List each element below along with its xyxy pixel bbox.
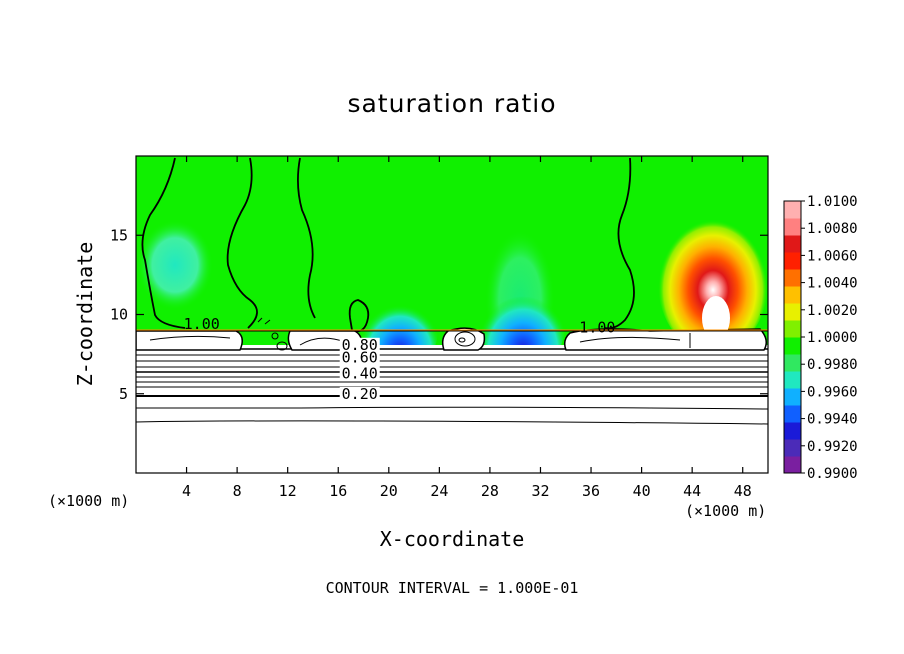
colorbar-label: 0.9940 bbox=[807, 412, 858, 428]
colorbar-segment bbox=[784, 371, 801, 389]
colorbar-segment bbox=[784, 303, 801, 321]
contour-label: 0.60 bbox=[342, 348, 378, 366]
y-tick-label: 5 bbox=[119, 385, 128, 403]
colorbar-segment bbox=[784, 218, 801, 236]
supersaturated-core bbox=[658, 213, 768, 353]
lower-layer bbox=[136, 345, 768, 473]
x-axis-unit-left: (×1000 m) bbox=[48, 492, 129, 510]
x-tick-label: 24 bbox=[430, 482, 448, 500]
colorbar-segment bbox=[784, 337, 801, 355]
subsaturated-region-left bbox=[137, 220, 213, 310]
x-axis-label: X-coordinate bbox=[380, 527, 525, 551]
x-tick-label: 16 bbox=[329, 482, 347, 500]
colorbar-label: 1.0080 bbox=[807, 221, 858, 237]
x-tick-label: 4 bbox=[182, 482, 191, 500]
contour-label-bg bbox=[339, 366, 380, 380]
y-tick-label: 10 bbox=[110, 306, 128, 324]
colorbar-segment bbox=[784, 252, 801, 270]
contour-label-bg bbox=[339, 386, 380, 400]
colorbar-segment bbox=[784, 354, 801, 372]
y-axis: 5 10 15 bbox=[110, 226, 768, 403]
colorbar-segment bbox=[784, 320, 801, 338]
colorbar-segment bbox=[784, 405, 801, 423]
colorbar-label: 0.9960 bbox=[807, 384, 858, 400]
colorbar-segment bbox=[784, 439, 801, 457]
colorbar-label: 0.9980 bbox=[807, 357, 858, 373]
y-tick-label: 15 bbox=[110, 226, 128, 244]
colorbar: 1.0100 1.0080 1.0060 1.0040 1.0020 1.0000 0.99… bbox=[783, 194, 858, 482]
contour-label-bg bbox=[339, 350, 380, 364]
x-axis-unit-right: (×1000 m) bbox=[685, 502, 766, 520]
colorbar-segment bbox=[784, 269, 801, 287]
contour-label: 0.20 bbox=[342, 385, 378, 403]
x-tick-label: 40 bbox=[633, 482, 651, 500]
y-axis-label: Z-coordinate bbox=[73, 242, 97, 387]
colorbar-label: 1.0040 bbox=[807, 276, 858, 292]
x-tick-label: 20 bbox=[380, 482, 398, 500]
x-tick-label: 36 bbox=[582, 482, 600, 500]
colorbar-label: 1.0060 bbox=[807, 248, 858, 264]
colorbar-label: 0.9900 bbox=[807, 466, 858, 482]
colorbar-label: 0.9920 bbox=[807, 439, 858, 455]
contour-label: 0.40 bbox=[342, 364, 378, 382]
colorbar-segment bbox=[784, 388, 801, 406]
cloud-core-white bbox=[702, 296, 730, 340]
x-tick-label: 28 bbox=[481, 482, 499, 500]
contour-interval-footer: CONTOUR INTERVAL = 1.000E-01 bbox=[326, 579, 579, 597]
colorbar-segment bbox=[784, 456, 801, 474]
x-tick-label: 48 bbox=[734, 482, 752, 500]
colorbar-label: 1.0000 bbox=[807, 330, 858, 346]
colorbar-segment bbox=[784, 201, 801, 219]
chart-title: saturation ratio bbox=[347, 89, 556, 118]
x-tick-label: 8 bbox=[233, 482, 242, 500]
x-axis: 4 8 12 16 20 24 28 32 36 40 44 48 bbox=[182, 156, 752, 500]
colorbar-segment bbox=[784, 235, 801, 253]
x-tick-label: 44 bbox=[683, 482, 701, 500]
colorbar-segment bbox=[784, 422, 801, 440]
x-tick-label: 12 bbox=[279, 482, 297, 500]
upper-contours bbox=[136, 157, 768, 333]
contour-label-bg bbox=[339, 337, 380, 351]
colorbar-label: 1.0100 bbox=[807, 194, 858, 210]
contour-label: 1.00 bbox=[579, 318, 615, 336]
x-tick-label: 32 bbox=[531, 482, 549, 500]
colorbar-segment bbox=[784, 286, 801, 304]
contour-labels: 1.00 1.00 0.800.600.40 0.20 bbox=[184, 315, 616, 403]
contour-label: 1.00 bbox=[184, 315, 220, 333]
plot-area bbox=[136, 156, 768, 473]
colorbar-label: 1.0020 bbox=[807, 303, 858, 319]
contour-label: 0.80 bbox=[342, 336, 378, 354]
